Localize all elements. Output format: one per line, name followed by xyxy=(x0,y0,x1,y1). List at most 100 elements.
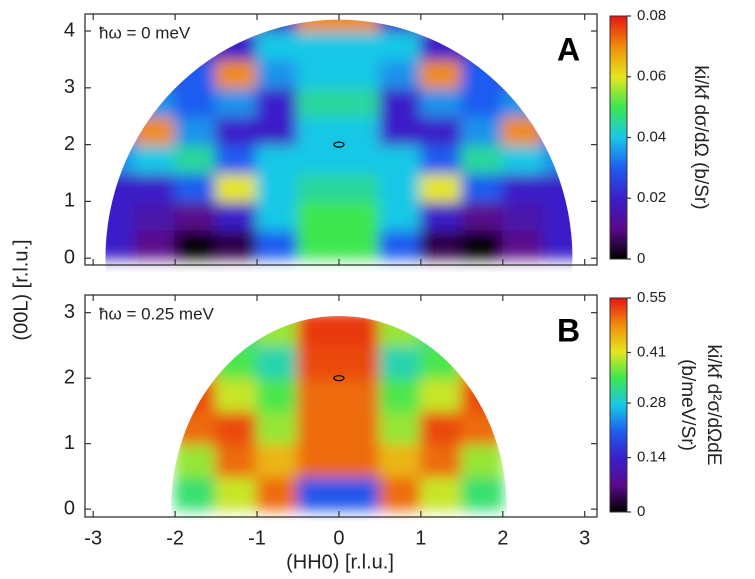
heatmap-cell xyxy=(133,143,177,175)
colorbar-tick-label: 0.04 xyxy=(637,128,666,145)
heatmap-cell xyxy=(296,228,340,260)
heatmap-cell xyxy=(215,172,259,203)
y-tick-label: 3 xyxy=(64,76,75,98)
heatmap-cell xyxy=(174,58,218,89)
heatmap-cell xyxy=(256,30,299,61)
heatmap-cell xyxy=(378,315,422,347)
heatmap-cell xyxy=(460,200,504,231)
heatmap-cell xyxy=(378,344,422,380)
heatmap-cell xyxy=(256,58,299,89)
heatmap-cell xyxy=(174,200,218,231)
heatmap-cell xyxy=(378,228,422,260)
heatmap-cell xyxy=(378,442,422,478)
heatmap-cell xyxy=(296,377,340,412)
y-tick-label: 1 xyxy=(64,432,75,454)
heatmap-cell xyxy=(256,409,299,445)
heatmap-cell xyxy=(419,200,463,231)
x-axis-label: (HH0) [r.l.u.] xyxy=(286,551,394,573)
heatmap-cell xyxy=(133,200,177,231)
heatmap-cell xyxy=(542,115,573,146)
x-tick-label: 0 xyxy=(333,527,344,549)
heatmap-cell xyxy=(174,409,218,445)
heatmap-cell xyxy=(337,377,381,412)
heatmap-cell xyxy=(542,228,573,260)
y-tick-label: 3 xyxy=(64,301,75,323)
heatmap-cell xyxy=(337,409,381,445)
colorbar-tick-label: 0.06 xyxy=(637,68,666,85)
heatmap-cell xyxy=(296,315,340,347)
heatmap-cell xyxy=(105,200,136,231)
heatmap-cell xyxy=(174,228,218,260)
heatmap-cell xyxy=(215,344,259,380)
heatmap-cell xyxy=(296,200,340,231)
heatmap-cell xyxy=(215,442,259,478)
heatmap-cell xyxy=(215,315,259,347)
center-marker xyxy=(333,375,345,382)
heatmap-cell xyxy=(378,30,422,61)
heatmap-cell xyxy=(215,475,259,511)
heatmap-cell xyxy=(215,115,259,146)
heatmap-cell xyxy=(296,115,340,146)
heatmap-cell xyxy=(460,228,504,260)
heatmap-cell xyxy=(378,19,422,33)
heatmap-cell xyxy=(378,409,422,445)
heatmap-cell xyxy=(419,315,463,347)
heatmap-cell xyxy=(256,115,299,146)
heatmap-cell xyxy=(378,86,422,118)
heatmap-cell xyxy=(378,143,422,175)
heatmap-cell xyxy=(460,377,504,412)
heatmap-cell xyxy=(133,115,177,146)
heatmap-cell xyxy=(296,172,340,203)
heatmap-cell xyxy=(105,172,136,203)
heatmap-cells xyxy=(174,315,504,511)
y-tick-label: 0 xyxy=(64,497,75,519)
heatmap-cell xyxy=(337,475,381,511)
heatmap-cell xyxy=(542,143,573,175)
heatmap-cell xyxy=(215,86,259,118)
heatmap-cell xyxy=(378,200,422,231)
heatmap-cell xyxy=(419,172,463,203)
colorbar xyxy=(609,15,628,260)
heatmap-cell xyxy=(174,344,218,380)
heatmap-cell xyxy=(419,344,463,380)
annotation: ħω = 0.25 meV xyxy=(99,304,215,323)
heatmap-cell xyxy=(133,86,177,118)
heatmap-cell xyxy=(105,228,136,260)
heatmap-cell xyxy=(256,143,299,175)
heatmap-cell xyxy=(378,377,422,412)
heatmap-cell xyxy=(256,228,299,260)
heatmap-cell xyxy=(337,200,381,231)
heatmap-cell xyxy=(460,143,504,175)
heatmap-cell xyxy=(501,172,545,203)
heatmap-cell xyxy=(215,58,259,89)
heatmap-cell xyxy=(419,30,463,61)
heatmap-cell xyxy=(174,475,218,511)
heatmap-cell xyxy=(337,172,381,203)
colorbar-tick-label: 0.08 xyxy=(637,7,666,24)
heatmap-cell xyxy=(174,442,218,478)
y-tick-label: 2 xyxy=(64,133,75,155)
colorbar-tick-label: 0 xyxy=(637,250,645,267)
center-marker xyxy=(333,141,345,148)
heatmap-cell xyxy=(296,475,340,511)
heatmap-cell xyxy=(460,475,504,511)
x-tick-label: 1 xyxy=(415,527,426,549)
heatmap-cell xyxy=(542,200,573,231)
heatmap-cell xyxy=(256,172,299,203)
heatmap-cell xyxy=(378,115,422,146)
colorbar-tick-label: 0.02 xyxy=(637,189,666,206)
heatmap-cell xyxy=(501,58,545,89)
heatmap-cell xyxy=(256,377,299,412)
heatmap-cell xyxy=(501,200,545,231)
heatmap-cell xyxy=(256,344,299,380)
heatmap-cell xyxy=(542,172,573,203)
heatmap-cell xyxy=(215,228,259,260)
heatmap-cell xyxy=(105,86,136,118)
colorbar-label: (b/meV/Sr) xyxy=(677,359,698,451)
heatmap-cell xyxy=(105,115,136,146)
colorbar-tick-label: 0 xyxy=(637,503,645,520)
heatmap-cell xyxy=(174,143,218,175)
heatmap-cell xyxy=(215,200,259,231)
heatmap-cell xyxy=(419,143,463,175)
heatmap-cell xyxy=(256,475,299,511)
